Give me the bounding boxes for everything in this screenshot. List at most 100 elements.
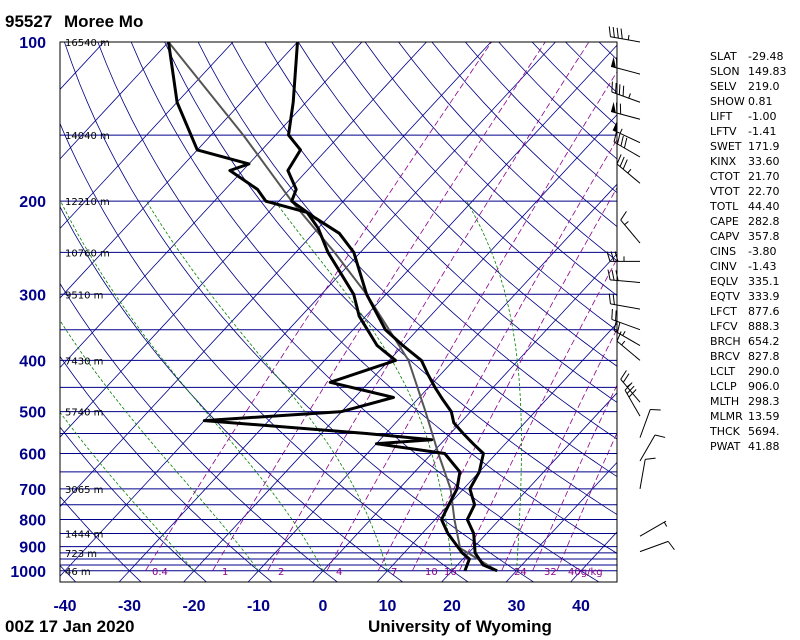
index-value: 654.2 [748,335,780,348]
pressure-tick-label: 300 [19,287,46,304]
isotherm-line [60,42,492,508]
wind-barb [639,408,661,438]
isotherm-line [312,253,617,582]
pressure-tick-label: 900 [19,540,46,557]
wind-barb-halfflag [663,521,668,527]
wind-barb-flag [616,154,622,165]
temperature-tick-label: 0 [319,598,328,615]
wind-barb-flag [620,370,627,380]
index-key: LCLT [710,365,736,378]
isotherm-line [60,42,234,230]
index-value: -29.48 [748,50,784,63]
wind-barb-flag [624,382,633,391]
height-label: 7430 m [65,356,103,367]
index-value: 906.0 [748,380,780,393]
temperature-tick-label: 10 [379,598,397,615]
wind-barb-pennant [612,120,618,133]
temperature-tick-label: 20 [443,598,461,615]
index-key: MLMR [710,410,743,423]
pressure-tick-label: 1000 [10,564,46,581]
index-row: BRCV 827.8 [710,350,780,363]
wind-barb-flag [620,211,627,221]
wind-barb-halfflag [619,128,623,134]
dry-adiabat [64,42,534,582]
index-value: 33.60 [748,155,780,168]
wind-barb-pennant [611,56,616,68]
wind-barb-flag [616,27,619,39]
index-key: CINS [710,245,737,258]
index-value: 44.40 [748,200,780,213]
index-value: 290.0 [748,365,780,378]
wind-barb-staff [620,219,641,244]
isotherm-line [441,392,617,582]
wind-barb-flag [608,293,611,304]
dry-adiabat [231,42,617,440]
wind-barb [612,120,641,144]
pressure-tick-label: 500 [19,405,46,422]
dry-adiabat [164,42,617,516]
index-row: SELV 219.0 [710,80,780,93]
temperature-tick-label: -20 [182,598,205,615]
pressure-tick-label: 700 [19,482,46,499]
height-label: 1444 m [65,529,103,540]
mixing-ratio-label: 2 [278,567,284,578]
wind-barb-flag [615,310,617,321]
temperature-tick-label: 30 [508,598,526,615]
index-row: THCK 5694. [710,425,780,438]
height-label: 9510 m [65,290,103,301]
index-value: 13.59 [748,410,780,423]
dry-adiabat [264,42,617,403]
wind-barb-flag [622,85,625,97]
height-label: 723 m [65,549,97,560]
index-key: SLAT [710,50,737,63]
dry-adiabat [331,42,617,332]
mixing-ratio-label: 40g/kg [568,567,603,578]
height-label: 3065 m [65,485,103,496]
wind-barb-flag [620,135,624,147]
mixing-ratio-label: 7 [391,567,397,578]
mixing-ratio-label: 0.4 [152,567,168,578]
wind-barb [606,251,640,262]
index-row: LIFT -1.00 [710,110,776,123]
index-value: 0.81 [748,95,773,108]
wind-barb [616,154,641,184]
dry-adiabat [398,42,617,262]
dry-adiabat [60,282,338,582]
index-value: 41.88 [748,440,780,453]
index-value: 149.83 [748,65,787,78]
index-value: 298.3 [748,395,780,408]
wind-barb [620,370,641,403]
index-value: 171.9 [748,140,780,153]
index-key: CAPV [710,230,740,243]
index-row: BRCH 654.2 [710,335,780,348]
wind-barb [610,56,641,75]
wind-barb-staff [610,65,641,75]
height-label: 46 m [65,567,91,578]
wind-barb-staff [613,141,641,158]
index-row: CAPE 282.8 [710,215,780,228]
pressure-tick-label: 800 [19,513,46,530]
index-value: 219.0 [748,80,780,93]
isotherm-line [60,42,363,369]
index-row: TOTL 44.40 [710,200,780,213]
index-key: SLON [710,65,740,78]
index-row: SLAT -29.48 [710,50,783,63]
mixing-ratio-line [326,71,617,571]
wind-barb-flag [613,131,617,143]
mixing-ratio-label: 32 [544,567,557,578]
temperature-profile [286,42,498,573]
dry-adiabat [364,42,617,297]
index-row: EQLV 335.1 [710,275,780,288]
mixing-ratio-line [377,138,617,571]
wind-barb-flag [628,389,637,398]
index-value: -3.80 [748,245,777,258]
index-key: PWAT [710,440,741,453]
index-value: 5694. [748,425,780,438]
height-label: 14040 m [65,131,110,142]
moist-adiabat [466,201,522,571]
wind-barb-staff [612,129,641,144]
index-key: LIFT [710,110,733,123]
wind-barb [611,308,641,331]
wind-barb-staff [610,111,641,120]
wind-barb-halfflag [622,330,626,336]
